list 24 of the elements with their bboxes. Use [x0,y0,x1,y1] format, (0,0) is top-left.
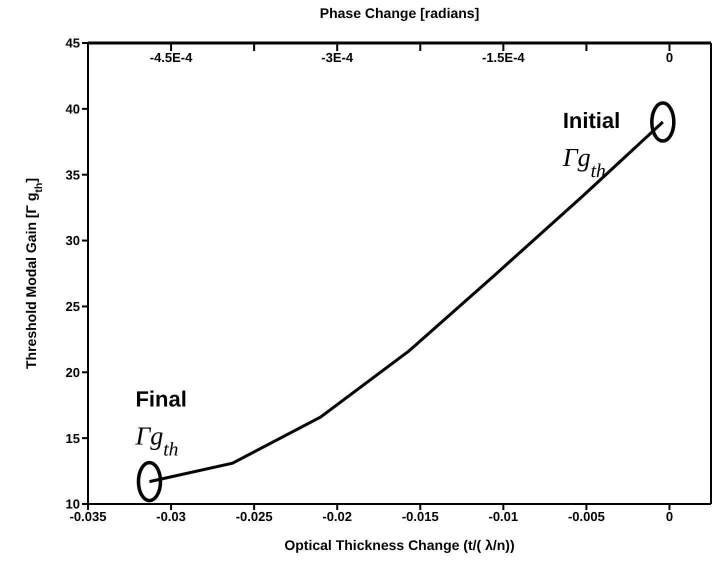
x2-axis-title: Phase Change [radians] [320,5,480,21]
y-tick-label: 35 [66,167,80,182]
x2-tick-label: -3E-4 [321,50,354,66]
x-tick-label: -0.015 [402,509,439,524]
y-tick-label: 45 [66,36,80,51]
y-tick-label: 15 [66,430,80,446]
x-tick-label: -0.03 [156,509,186,524]
x2-tick-label: -1.5E-4 [482,50,526,66]
x-tick-label: -0.035 [70,509,106,524]
x-tick-label: -0.025 [236,509,273,524]
x-tick-label: -0.02 [322,509,352,524]
y-tick-label: 25 [66,299,80,314]
x-axis-title: Optical Thickness Change (t/( λ/n)) [284,537,515,553]
x2-tick-label: 0 [666,50,674,66]
x-tick-label: -0.005 [568,509,605,524]
y-tick-label: 20 [66,364,80,380]
y-tick-label: 40 [66,101,80,116]
annotation: Final Γg$_{th}$ [134,386,187,460]
y-tick-label: 10 [66,496,80,512]
x2-tick-label: -4.5E-4 [150,50,194,66]
x-tick-label: -0.01 [488,509,518,524]
annotation: Initial Γg$_{th}$ [562,108,620,182]
y-tick-label: 30 [66,233,80,248]
x-tick-label: 0 [666,509,674,524]
